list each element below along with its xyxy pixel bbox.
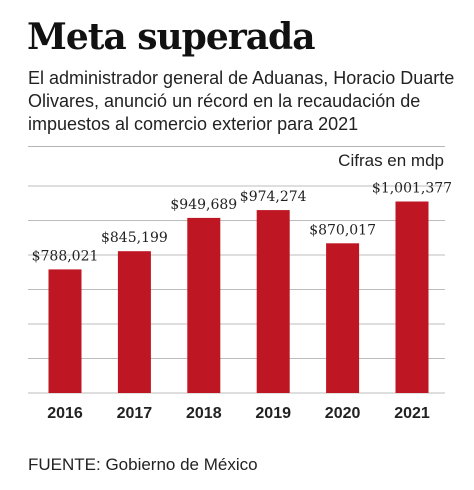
x-tick-2016: 2016 xyxy=(47,405,83,422)
x-tick-2018: 2018 xyxy=(186,405,222,422)
bar-2021 xyxy=(395,201,429,393)
x-tick-2021: 2021 xyxy=(394,405,430,422)
x-tick-2020: 2020 xyxy=(325,405,361,422)
chart-subtitle: El administrador general de Aduanas, Hor… xyxy=(28,68,455,134)
chart-title: Meta superada xyxy=(27,16,316,58)
x-tick-2019: 2019 xyxy=(255,405,291,422)
bar-2018 xyxy=(187,217,221,393)
top-divider xyxy=(28,146,445,147)
unit-label: Cifras en mdp xyxy=(338,151,444,170)
source-note: FUENTE: Gobierno de México xyxy=(28,455,258,474)
data-label-2019: $974,274 xyxy=(240,189,307,205)
bar-2020 xyxy=(326,243,360,393)
bar-2019 xyxy=(256,210,290,393)
data-label-2017: $845,199 xyxy=(101,230,168,246)
data-label-2020: $870,017 xyxy=(309,222,376,238)
x-tick-2017: 2017 xyxy=(117,405,153,422)
bar-2016 xyxy=(48,269,82,393)
bar-2017 xyxy=(117,251,151,393)
data-label-2021: $1,001,377 xyxy=(372,181,452,197)
data-label-2016: $788,021 xyxy=(32,248,99,264)
data-label-2018: $949,689 xyxy=(170,197,237,213)
